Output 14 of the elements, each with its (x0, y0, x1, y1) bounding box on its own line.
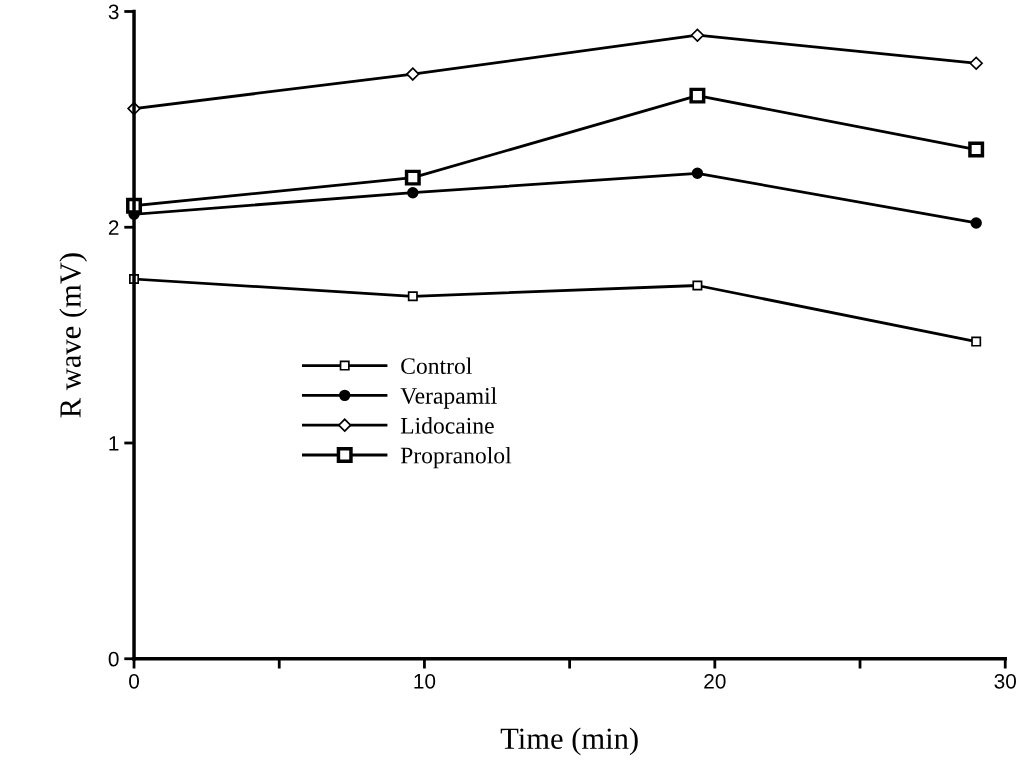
legend-label: Propranolol (400, 446, 512, 469)
x-tick-label: 10 (414, 673, 436, 689)
y-tick-label: 3 (108, 4, 119, 20)
legend-label: Control (401, 357, 472, 375)
y-tick-label: 1 (109, 436, 119, 451)
legend-label: Verapamil (400, 387, 497, 409)
y-axis-title: R wave (mV) (59, 253, 88, 418)
x-tick-label: 30 (994, 673, 1016, 689)
y-tick-label: 0 (108, 651, 119, 667)
x-axis-title: Time (min) (500, 727, 638, 756)
x-tick-label: 0 (129, 673, 140, 689)
y-tick-label: 2 (108, 220, 119, 235)
x-tick-label: 20 (704, 673, 726, 689)
legend-label: Lidocaine (400, 417, 494, 434)
